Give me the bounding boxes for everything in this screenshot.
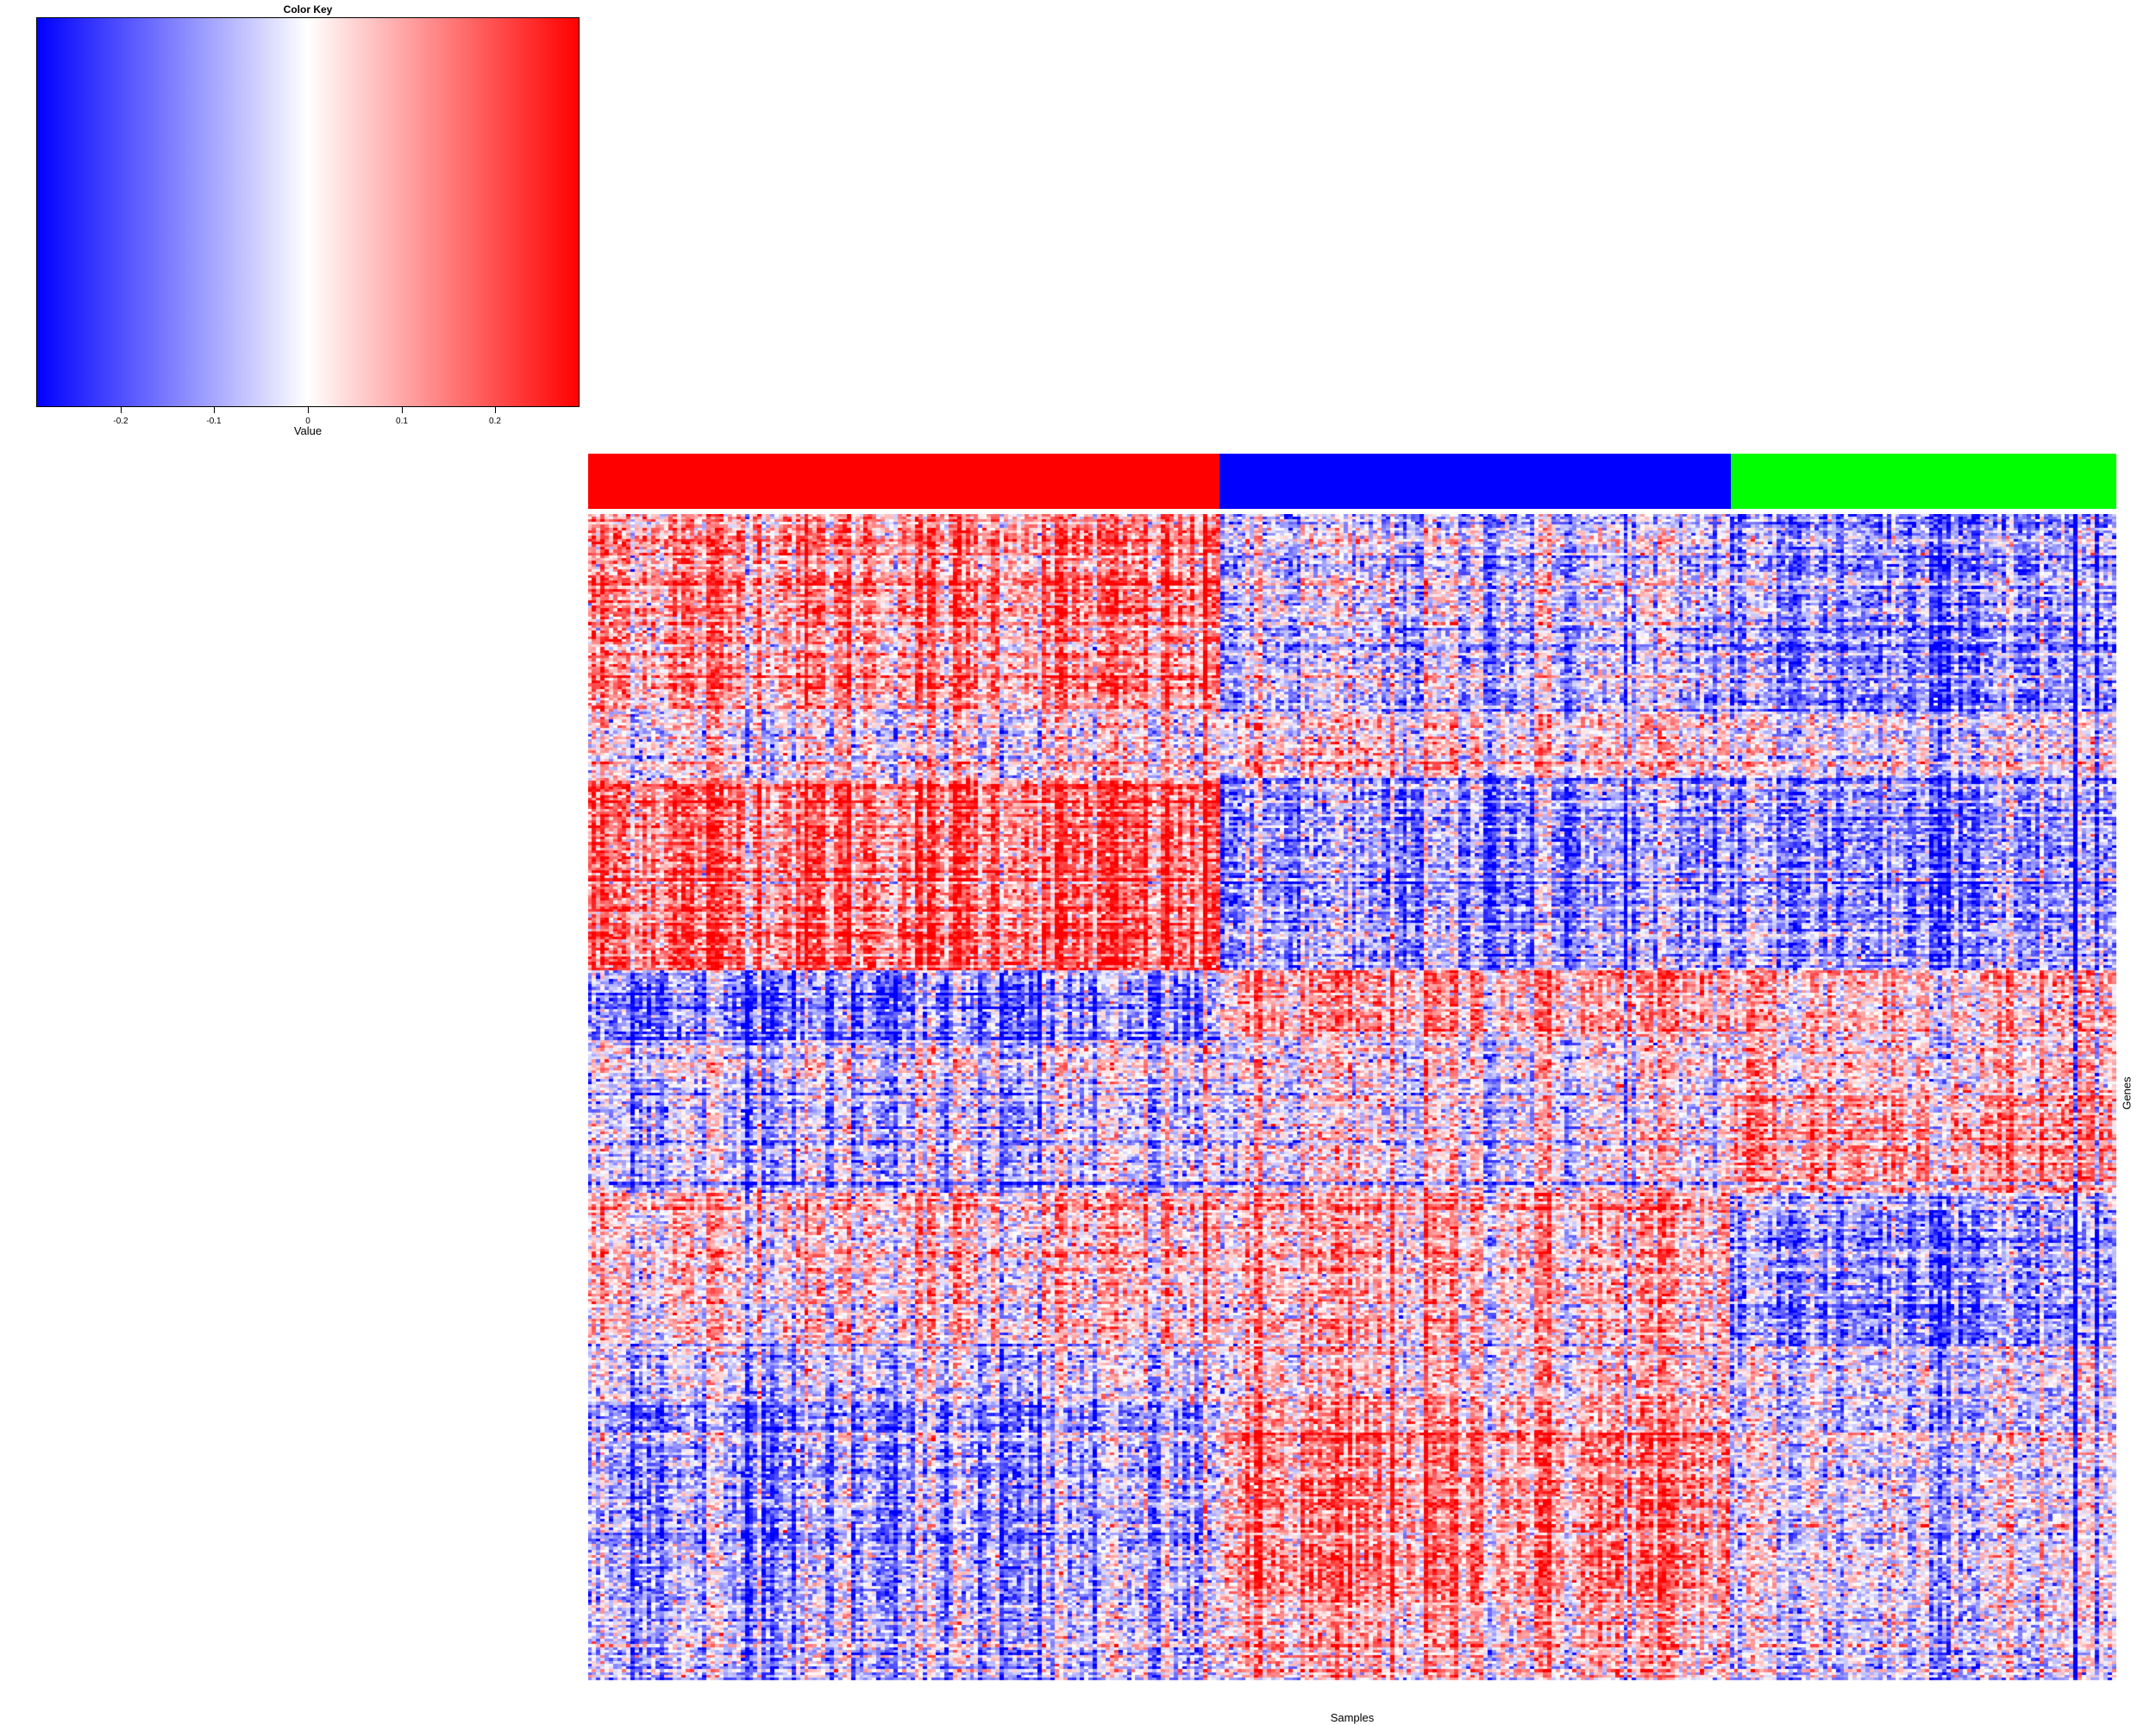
x-axis-label: Samples	[1330, 1711, 1375, 1724]
color-key-tick	[495, 407, 496, 413]
heatmap-matrix	[588, 514, 2116, 1684]
color-key-gradient	[36, 17, 580, 407]
color-key-tick	[214, 407, 215, 413]
color-key-tick-label: -0.1	[206, 417, 222, 426]
color-key-title: Color Key	[283, 3, 333, 16]
column-group-1	[588, 454, 1219, 509]
column-group-2	[1219, 454, 1732, 509]
color-key-xlabel: Value	[293, 424, 323, 437]
color-key-tick	[402, 407, 403, 413]
column-group-colorbar	[588, 454, 2116, 509]
color-key-tick	[308, 407, 309, 413]
color-key-tick-label: 0.1	[396, 417, 408, 426]
y-axis-label: Genes	[2120, 1076, 2134, 1110]
color-key-tick-label: 0	[305, 417, 310, 426]
column-group-3	[1731, 454, 2116, 509]
color-key-tick	[121, 407, 122, 413]
color-key-tick-label: -0.2	[113, 417, 128, 426]
color-key-tick-label: 0.2	[489, 417, 501, 426]
